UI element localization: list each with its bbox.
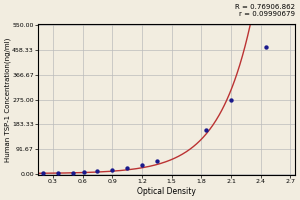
Point <box>110 168 115 172</box>
Point <box>124 167 129 170</box>
Text: R = 0.76906.862
r = 0.09990679: R = 0.76906.862 r = 0.09990679 <box>235 4 295 17</box>
Point <box>40 172 45 175</box>
Point <box>95 170 100 173</box>
Point <box>82 171 87 174</box>
Point <box>140 164 144 167</box>
Point <box>204 129 208 132</box>
Point <box>56 172 60 175</box>
Point <box>154 160 159 163</box>
X-axis label: Optical Density: Optical Density <box>137 187 196 196</box>
Point <box>263 45 268 49</box>
Y-axis label: Human TSP-1 Concentration(ng/ml): Human TSP-1 Concentration(ng/ml) <box>4 37 11 162</box>
Point <box>229 98 233 101</box>
Point <box>70 171 75 174</box>
